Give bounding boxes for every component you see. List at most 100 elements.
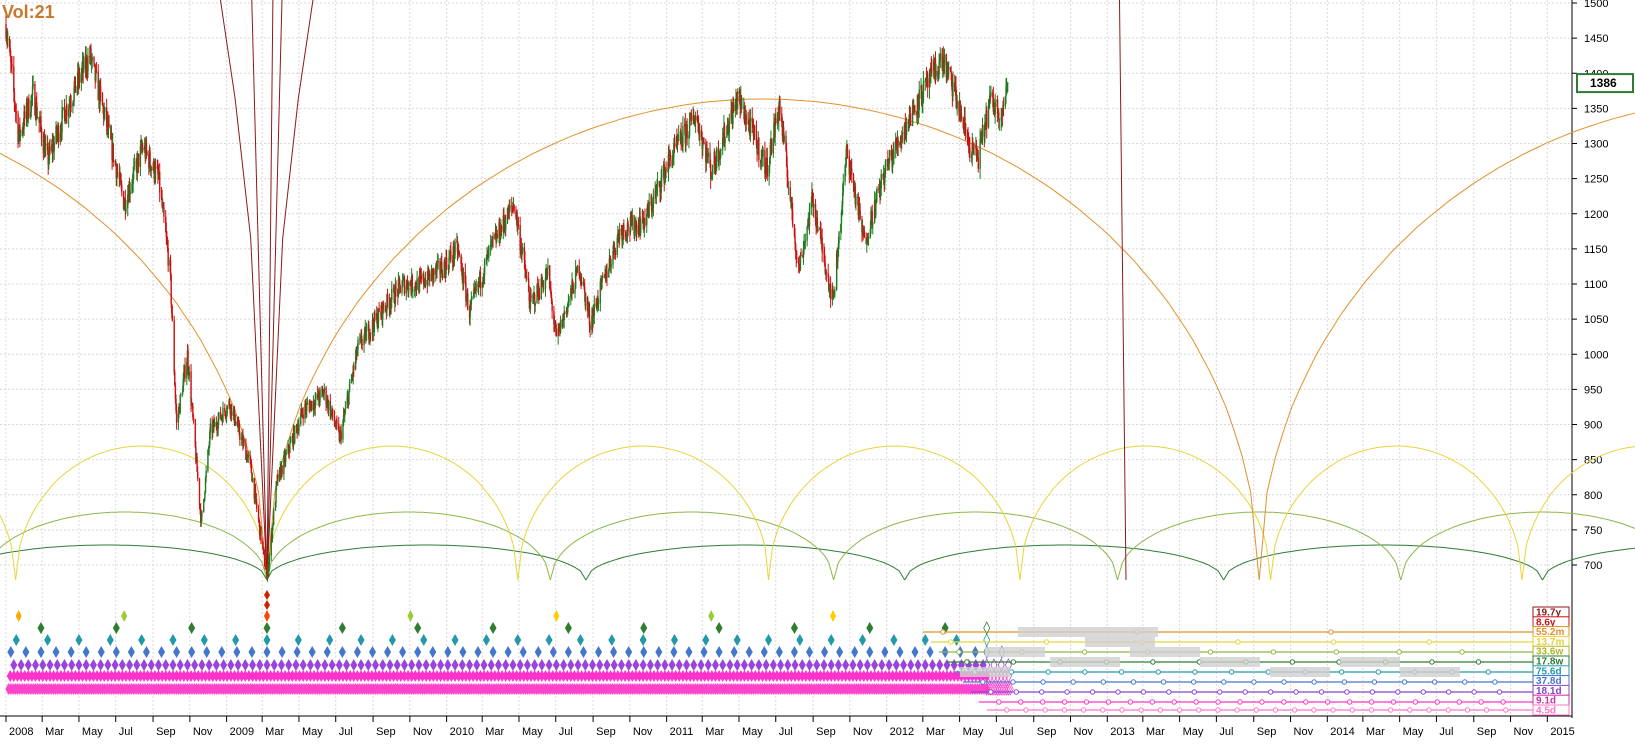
candle-body	[608, 258, 611, 270]
diamond-9.1d	[552, 670, 560, 682]
candle-body	[250, 461, 253, 473]
diamond-9.1d	[223, 670, 231, 682]
candle-body	[926, 73, 929, 88]
diamond-18.1d	[632, 659, 640, 671]
projection-marker	[1412, 699, 1419, 705]
candle-body	[139, 146, 142, 167]
diamond-18.1d	[249, 659, 257, 671]
candle-body	[196, 456, 198, 472]
diamond-9.1d	[46, 670, 54, 682]
candle-body	[859, 210, 861, 220]
diamond-9.1d	[169, 670, 177, 682]
candle-body	[48, 146, 51, 161]
candle-body	[807, 224, 809, 227]
diamond-9.1d	[621, 670, 629, 682]
diamond-18.1d	[400, 659, 408, 671]
candle-body	[959, 100, 961, 120]
candle-body	[251, 477, 254, 482]
candle-body	[921, 101, 923, 105]
candle-body	[61, 107, 64, 111]
cycle-arc-13.7m	[266, 445, 519, 581]
diamond-9.1d	[292, 670, 300, 682]
candle-body	[479, 272, 482, 289]
diamond-9.1d	[202, 670, 210, 682]
projection-marker	[1478, 699, 1484, 705]
candle-body	[397, 279, 400, 297]
diamond-9.1d	[816, 670, 824, 682]
candle-body	[920, 85, 923, 105]
x-tick-label: Sep	[596, 726, 616, 738]
x-tick-label: Mar	[265, 726, 284, 738]
projection-marker	[1368, 707, 1375, 713]
candle-body	[669, 152, 671, 160]
candle-body	[445, 257, 448, 267]
diamond-18.1d	[270, 659, 278, 671]
projection-marker	[1130, 679, 1137, 685]
candle-body	[524, 270, 527, 277]
candle-body	[123, 206, 125, 210]
candle-body	[70, 105, 72, 107]
diamond-17.8w	[790, 622, 798, 634]
candle-body	[563, 312, 565, 320]
candle-body	[824, 262, 826, 273]
diamond-18.1d	[806, 659, 814, 671]
diamond-18.1d	[176, 659, 184, 671]
candle-body	[239, 434, 241, 440]
candle-body	[549, 265, 551, 289]
candle-body	[495, 233, 498, 243]
candle-body	[734, 101, 737, 112]
diamond-9.1d	[643, 670, 651, 682]
diamond-9.1d	[372, 670, 380, 682]
cycle-arc-13.7m	[15, 445, 268, 581]
projection-marker	[1138, 707, 1144, 713]
diamond-9.1d	[57, 670, 65, 682]
projection-marker	[1242, 689, 1248, 695]
candle-body	[769, 158, 771, 166]
candle-body	[323, 387, 325, 394]
diamond-9.1d	[802, 670, 810, 682]
candle-body	[198, 478, 201, 506]
projection-marker	[1387, 707, 1394, 713]
diamond-9.1d	[303, 670, 311, 682]
projection-band	[985, 647, 1045, 657]
projection-marker	[1018, 699, 1024, 705]
candle-body	[612, 251, 614, 265]
candle-body	[285, 452, 287, 455]
diamond-37.8d	[112, 646, 120, 658]
candle-body	[1004, 95, 1007, 106]
diamond-9.1d	[408, 670, 416, 682]
candle-body	[439, 261, 441, 274]
projection-marker	[1503, 707, 1509, 713]
diamond-37.8d	[188, 646, 196, 658]
candle-body	[749, 117, 752, 136]
candle-body	[753, 125, 756, 131]
candle-body	[508, 206, 510, 219]
diamond-9.1d	[32, 670, 40, 682]
diamond-9.1d	[104, 670, 112, 682]
diamond-9.1d	[943, 670, 951, 682]
candle-body	[672, 156, 674, 158]
diamond-18.1d	[256, 659, 264, 671]
candle-body	[642, 210, 644, 222]
candle-body	[841, 205, 843, 213]
cycle-arc-55.2m	[0, 152, 268, 581]
projection-marker	[1160, 679, 1167, 685]
candle-body	[90, 48, 92, 63]
projection-marker	[1445, 707, 1451, 713]
diamond-major	[121, 610, 128, 622]
candle-body	[651, 206, 653, 211]
projection-marker	[1485, 669, 1492, 675]
candle-body	[661, 174, 663, 178]
candle-body	[9, 47, 11, 57]
diamond-9.1d	[853, 670, 861, 682]
projection-band	[1340, 657, 1400, 667]
candle-body	[477, 281, 480, 287]
diamond-17.8w	[866, 622, 874, 634]
candle-body	[186, 362, 188, 379]
candle-body	[678, 134, 680, 142]
projection-marker	[1500, 699, 1506, 705]
candle-body	[796, 257, 798, 259]
candle-body	[673, 143, 675, 157]
diamond-9.1d	[458, 670, 466, 682]
candle-body	[159, 172, 161, 193]
